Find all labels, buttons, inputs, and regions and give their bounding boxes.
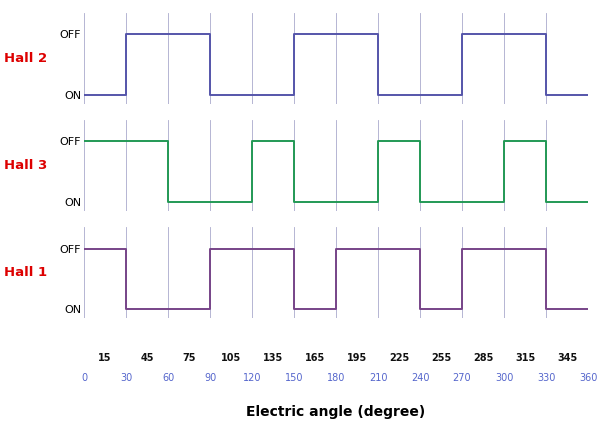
Text: 225: 225 <box>389 353 409 363</box>
Text: 195: 195 <box>347 353 367 363</box>
Text: 165: 165 <box>305 353 325 363</box>
Text: 345: 345 <box>557 353 577 363</box>
Text: 150: 150 <box>285 373 303 383</box>
Text: 105: 105 <box>221 353 241 363</box>
Text: 90: 90 <box>204 373 216 383</box>
Text: Hall 1: Hall 1 <box>4 266 47 279</box>
Text: 270: 270 <box>452 373 472 383</box>
Text: 330: 330 <box>537 373 555 383</box>
Text: 360: 360 <box>579 373 597 383</box>
Text: 210: 210 <box>369 373 387 383</box>
Text: 315: 315 <box>515 353 535 363</box>
Text: 15: 15 <box>98 353 112 363</box>
Text: 180: 180 <box>327 373 345 383</box>
Text: 300: 300 <box>495 373 513 383</box>
Text: 120: 120 <box>243 373 261 383</box>
Text: 75: 75 <box>182 353 196 363</box>
Text: 0: 0 <box>81 373 87 383</box>
Text: 240: 240 <box>411 373 429 383</box>
Text: 285: 285 <box>473 353 493 363</box>
Text: 255: 255 <box>431 353 451 363</box>
Text: Hall 2: Hall 2 <box>4 52 47 65</box>
Text: Electric angle (degree): Electric angle (degree) <box>247 405 425 418</box>
Text: Hall 3: Hall 3 <box>4 159 47 172</box>
Text: 135: 135 <box>263 353 283 363</box>
Text: 30: 30 <box>120 373 132 383</box>
Text: 45: 45 <box>140 353 154 363</box>
Text: 60: 60 <box>162 373 174 383</box>
